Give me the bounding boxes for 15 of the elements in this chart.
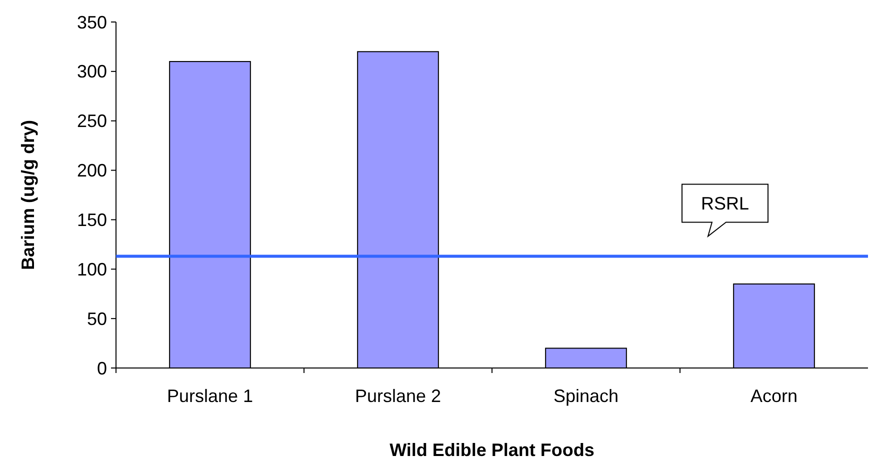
x-tick-label: Spinach (553, 386, 619, 406)
y-tick-label: 300 (76, 62, 107, 82)
y-tick-label: 250 (76, 111, 107, 132)
y-tick-label: 200 (76, 160, 107, 181)
ref-line-label: RSRL (700, 194, 750, 214)
x-axis-title: Wild Edible Plant Foods (390, 440, 594, 460)
x-tick-label: Acorn (750, 386, 798, 406)
y-tick-label: 100 (76, 259, 107, 280)
y-tick-label: 0 (96, 358, 107, 378)
x-tick-label: Purslane 1 (166, 386, 254, 406)
x-tick-label: Purslane 2 (354, 386, 442, 406)
y-tick-label: 50 (86, 308, 107, 329)
y-tick-label: 150 (76, 210, 107, 230)
y-axis-title: Barium (ug/g dry) (18, 120, 38, 270)
y-tick-label: 350 (76, 12, 107, 32)
